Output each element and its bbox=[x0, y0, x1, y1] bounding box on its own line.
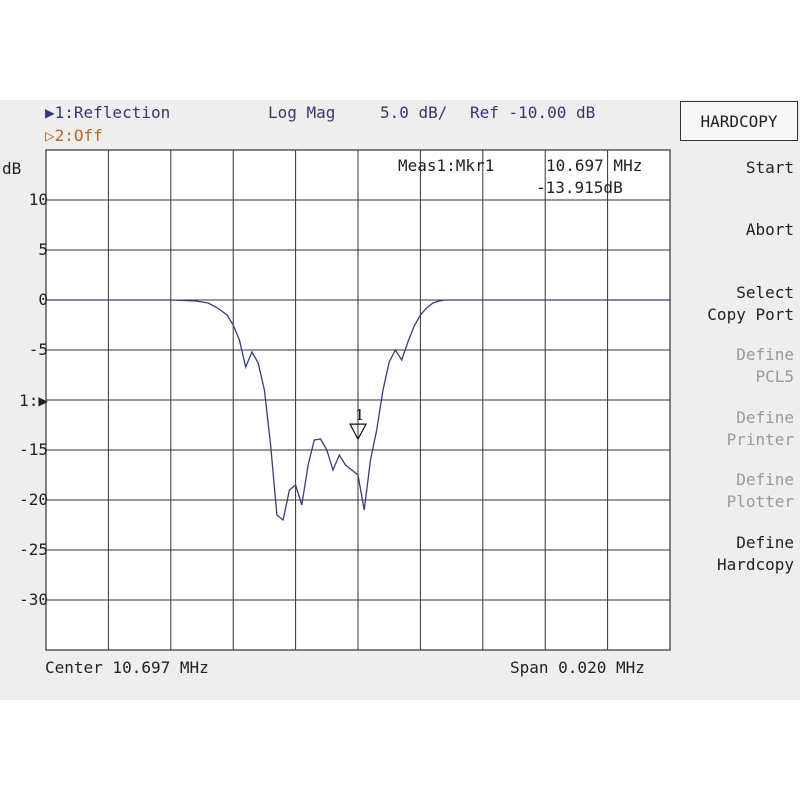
y-tick-label: -15 bbox=[19, 440, 48, 459]
center-frequency: Center 10.697 MHz bbox=[45, 658, 209, 677]
reflection-trace bbox=[46, 299, 670, 522]
start-softkey[interactable]: Start bbox=[745, 158, 794, 177]
y-tick-label: 0 bbox=[38, 290, 48, 309]
y-tick-label: 10 bbox=[28, 190, 48, 209]
select-copy-port-softkey[interactable]: Select Copy Port bbox=[707, 283, 794, 324]
format-label: Log Mag bbox=[268, 103, 336, 122]
marker-readout-value: -13.915dB bbox=[536, 178, 623, 197]
y-tick-label: -25 bbox=[19, 540, 48, 559]
marker-1-label: 1 bbox=[355, 406, 365, 424]
define-plotter-softkey[interactable]: Define Plotter bbox=[726, 470, 794, 511]
y-tick-label: -20 bbox=[19, 490, 48, 509]
hardcopy-menu-title: HARDCOPY bbox=[680, 101, 798, 141]
y-tick-label: -30 bbox=[19, 590, 48, 609]
define-printer-softkey[interactable]: Define Printer bbox=[726, 408, 794, 449]
span-frequency: Span 0.020 MHz bbox=[510, 658, 645, 677]
reference-position-indicator: 1:▶ bbox=[19, 391, 48, 410]
marker-readout-frequency: 10.697 MHz bbox=[546, 156, 643, 175]
define-pcl5-softkey[interactable]: Define PCL5 bbox=[736, 345, 794, 386]
y-tick-label: -5 bbox=[28, 340, 48, 359]
y-axis-unit: dB bbox=[2, 159, 22, 178]
scale-label: 5.0 dB/ bbox=[380, 103, 448, 122]
define-hardcopy-softkey[interactable]: Define Hardcopy bbox=[716, 533, 794, 574]
ref-label: Ref -10.00 dB bbox=[470, 103, 596, 122]
y-tick-label: 5 bbox=[38, 240, 48, 259]
marker-1-triangle bbox=[349, 423, 367, 441]
trace1-label: ▶1:Reflection bbox=[45, 103, 171, 122]
abort-softkey[interactable]: Abort bbox=[745, 220, 794, 239]
marker-readout-name: Meas1:Mkr1 bbox=[398, 156, 495, 175]
trace2-label: ▷2:Off bbox=[45, 126, 103, 145]
